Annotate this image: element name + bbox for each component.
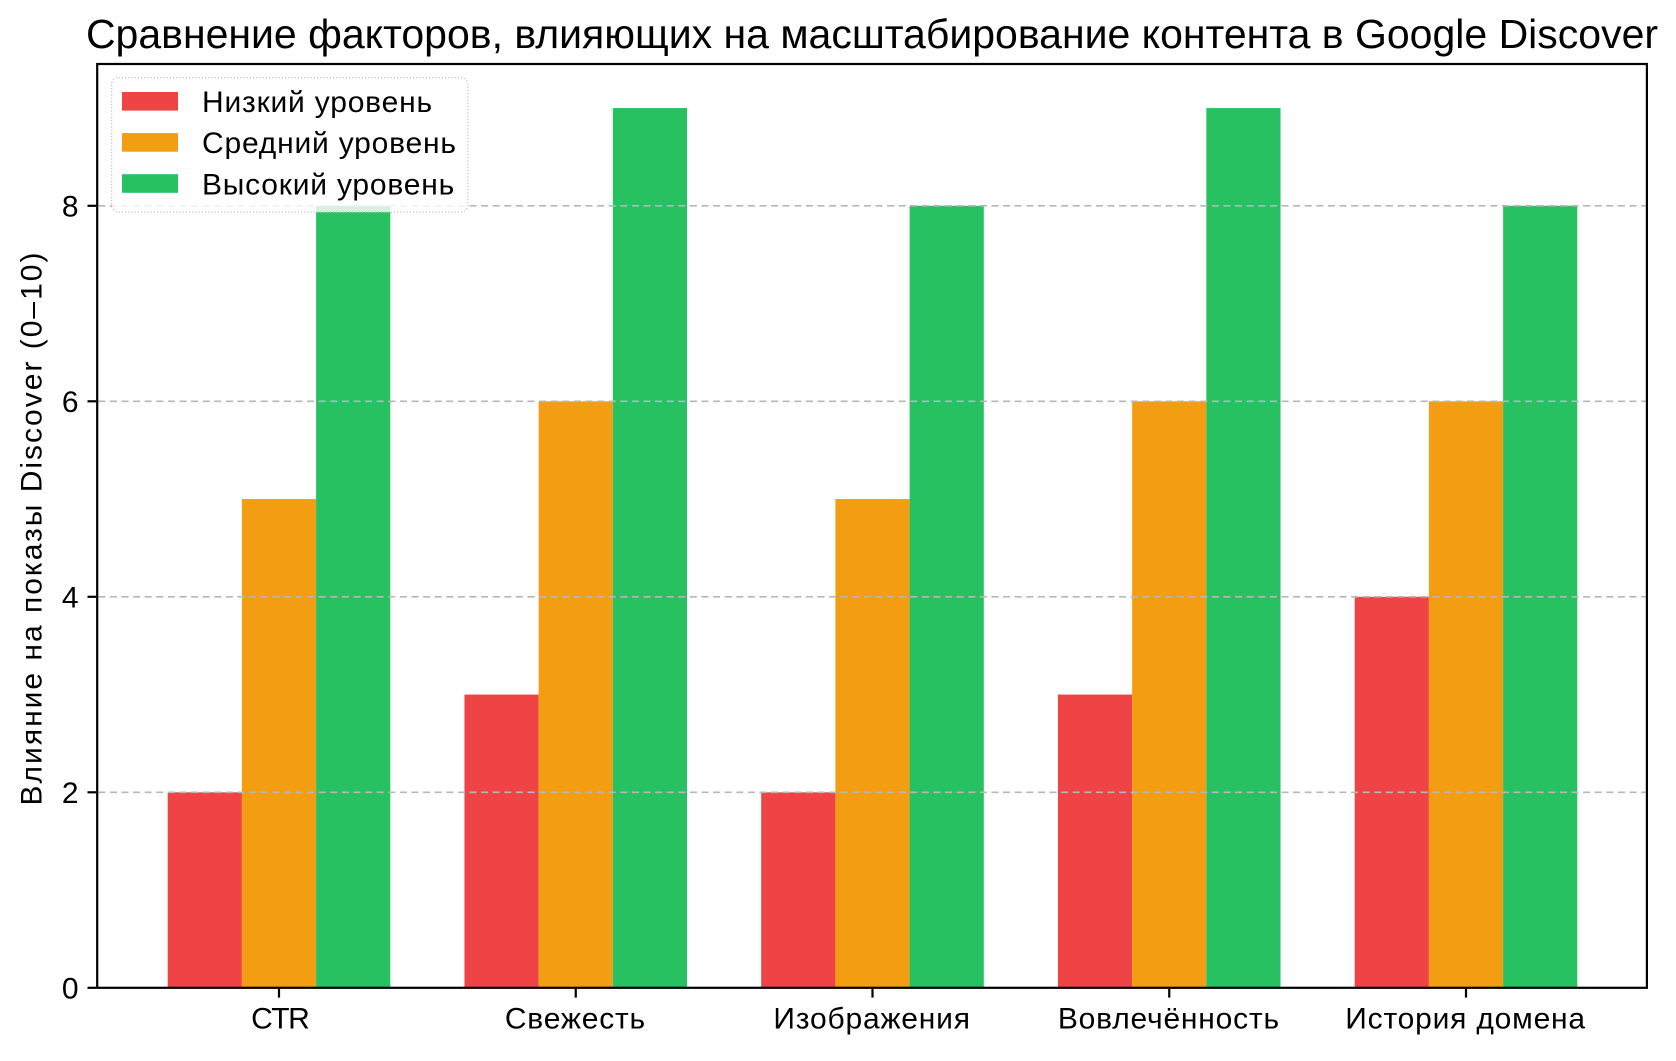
svg-text:Изображения: Изображения xyxy=(773,1003,970,1036)
svg-text:Средний уровень: Средний уровень xyxy=(202,127,457,160)
svg-text:0: 0 xyxy=(62,973,79,1006)
svg-text:4: 4 xyxy=(62,582,79,615)
svg-text:6: 6 xyxy=(62,386,79,419)
svg-text:8: 8 xyxy=(62,191,79,224)
svg-text:Влияние на показы Discover (0–: Влияние на показы Discover (0–10) xyxy=(16,251,49,806)
svg-text:Вовлечённость: Вовлечённость xyxy=(1058,1003,1280,1036)
svg-text:Сравнение факторов, влияющих н: Сравнение факторов, влияющих на масштаби… xyxy=(86,11,1658,57)
svg-text:История домена: История домена xyxy=(1345,1003,1586,1036)
svg-text:Низкий уровень: Низкий уровень xyxy=(202,86,433,119)
svg-text:Свежесть: Свежесть xyxy=(505,1003,646,1036)
svg-text:Высокий уровень: Высокий уровень xyxy=(202,168,455,201)
svg-text:2: 2 xyxy=(62,777,79,810)
svg-text:CTR: CTR xyxy=(251,1003,309,1036)
